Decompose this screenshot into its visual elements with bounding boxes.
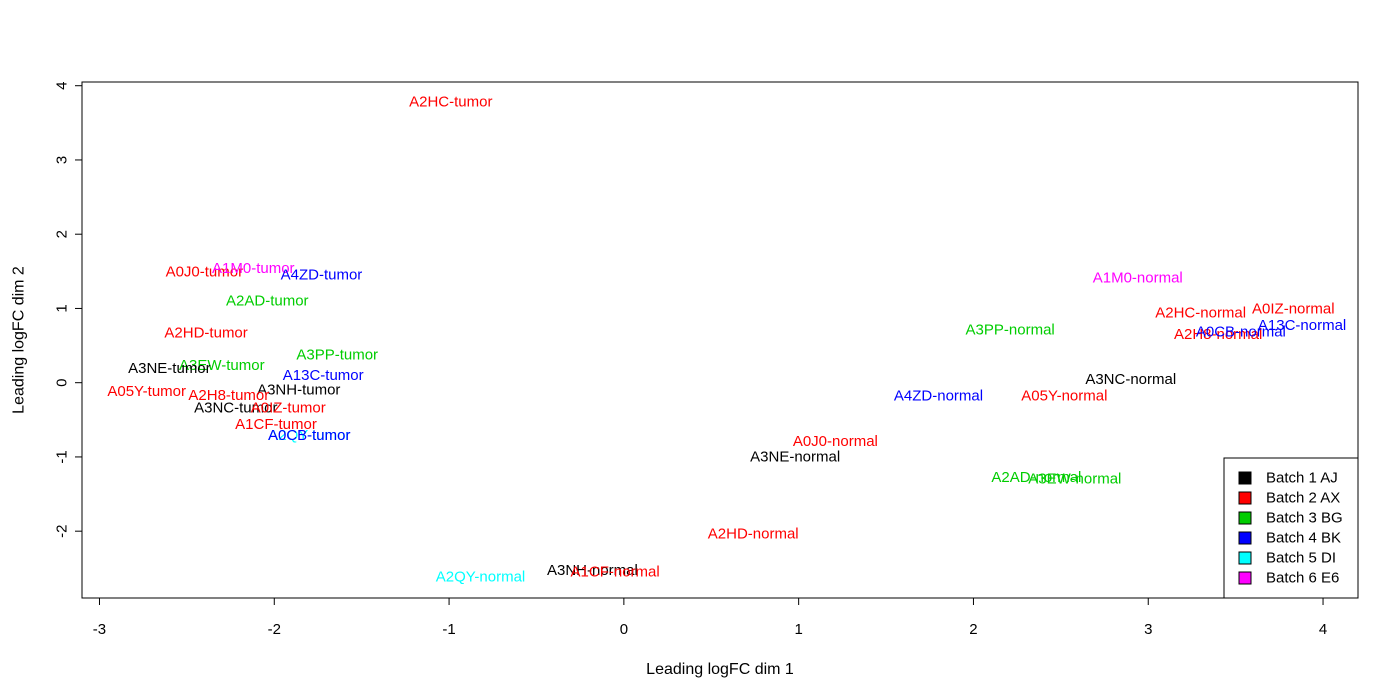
point-label: A4ZD-normal xyxy=(894,388,983,405)
x-tick-label: -2 xyxy=(268,621,281,638)
y-tick-label: 3 xyxy=(54,156,71,164)
legend-swatch xyxy=(1238,471,1252,485)
point-label: A3NH-normal xyxy=(547,562,638,579)
point-label: A3PP-tumor xyxy=(296,347,378,364)
x-tick-label: 3 xyxy=(1144,621,1152,638)
point-label: A0IZ-tumor xyxy=(251,399,326,416)
point-label: A4ZD-tumor xyxy=(281,267,363,284)
point-label: A3NC-normal xyxy=(1085,371,1176,388)
legend-swatch xyxy=(1238,531,1252,545)
y-tick-label: 1 xyxy=(54,304,71,312)
legend-entry-label: Batch 6 E6 xyxy=(1266,570,1339,587)
point-label: A3NE-normal xyxy=(750,448,840,465)
point-label: A2AD-tumor xyxy=(226,293,309,310)
x-tick-label: 0 xyxy=(620,621,628,638)
point-label: A13C-tumor xyxy=(283,367,364,384)
point-label: A3EW-normal xyxy=(1028,471,1121,488)
y-tick-label: 2 xyxy=(54,230,71,238)
x-tick-label: 2 xyxy=(969,621,977,638)
legend-swatch xyxy=(1238,511,1252,525)
point-label: A2HC-normal xyxy=(1155,304,1246,321)
legend-swatch xyxy=(1238,571,1252,585)
y-tick-label: 4 xyxy=(54,82,71,90)
point-label: A2HD-tumor xyxy=(164,324,247,341)
point-label: A0CB-tumor xyxy=(268,427,351,444)
y-tick-label: 0 xyxy=(54,379,71,387)
point-label: A13C-normal xyxy=(1258,317,1346,334)
legend-swatch xyxy=(1238,491,1252,505)
point-label: A0IZ-normal xyxy=(1252,301,1335,318)
legend-entry-label: Batch 5 DI xyxy=(1266,550,1336,567)
point-label: A3PP-normal xyxy=(966,321,1055,338)
point-label: A3NC-tumor xyxy=(194,399,277,416)
y-axis: -2 -1 0 1 2 3 4 xyxy=(54,82,83,538)
x-tick-label: -3 xyxy=(93,621,106,638)
point-label: A1CF-tumor xyxy=(235,416,317,433)
point-label: A2H8-tumor xyxy=(188,387,269,404)
x-axis-label: Leading logFC dim 1 xyxy=(646,661,794,678)
legend-entry-label: Batch 4 BK xyxy=(1266,530,1341,547)
point-label: A2QY-normal xyxy=(436,569,526,586)
legend: Batch 1 AJ Batch 2 AX Batch 3 BG Batch 4 BK… xyxy=(1223,457,1359,599)
legend-entry-label: Batch 1 AJ xyxy=(1266,470,1338,487)
point-label: A1CF-normal xyxy=(571,564,660,581)
point-label: A3NE-tumor xyxy=(128,360,211,377)
point-label: A2QY-tumor xyxy=(268,427,350,444)
legend-entry-label: Batch 3 BG xyxy=(1266,510,1343,527)
point-label: A2HC-tumor xyxy=(409,94,492,111)
point-label: A2AD-normal xyxy=(991,469,1081,486)
legend-swatch xyxy=(1238,551,1252,565)
legend-entry-label: Batch 2 AX xyxy=(1266,490,1340,507)
plot-frame xyxy=(81,81,1359,599)
x-tick-label: 4 xyxy=(1319,621,1327,638)
point-label: A3EW-tumor xyxy=(179,357,265,374)
point-label: A3NH-tumor xyxy=(257,382,340,399)
x-tick-label: 1 xyxy=(794,621,802,638)
point-label: A2H8-normal xyxy=(1174,326,1262,343)
y-tick-label: -2 xyxy=(54,525,71,538)
point-label: A1M0-normal xyxy=(1093,270,1183,287)
y-tick-label: -1 xyxy=(54,450,71,463)
point-label: A05Y-tumor xyxy=(107,383,186,400)
point-label: A0J0-tumor xyxy=(166,264,244,281)
x-tick-label: -1 xyxy=(442,621,455,638)
point-label: A05Y-normal xyxy=(1021,388,1107,405)
point-label: A2HD-normal xyxy=(708,526,799,543)
y-axis-label: Leading logFC dim 2 xyxy=(11,266,28,414)
x-axis: -3 -2 -1 0 1 2 3 4 xyxy=(93,597,1327,638)
point-label: A0CB-normal xyxy=(1196,324,1286,341)
point-label: A0J0-normal xyxy=(793,433,878,450)
point-label: A1M0-tumor xyxy=(212,260,295,277)
point-labels: A2HC-tumor A0J0-tumorA1M0-tumorA4ZD-tumor… xyxy=(107,94,1346,586)
